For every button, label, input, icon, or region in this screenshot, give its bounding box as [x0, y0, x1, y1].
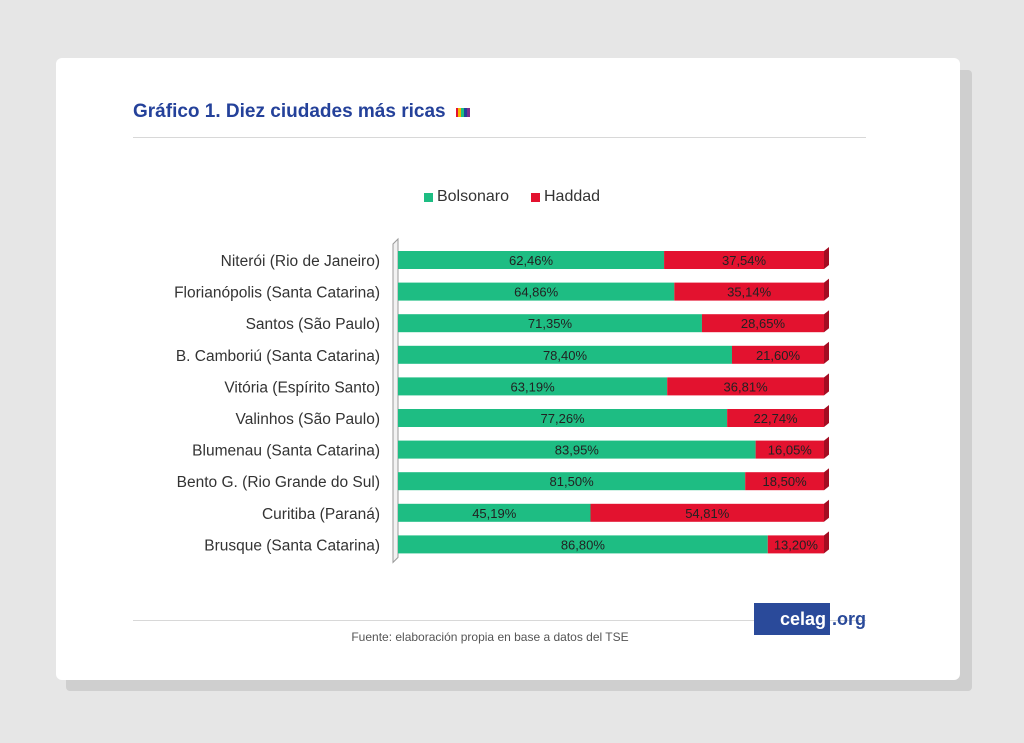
bar-bolsonaro-6 — [398, 440, 756, 459]
bar-bolsonaro-4 — [398, 377, 668, 396]
data-label-bolsonaro-8: 45,19% — [472, 506, 517, 521]
source-note: Fuente: elaboración propia en base a dat… — [351, 630, 629, 644]
bar-side-6 — [824, 436, 829, 459]
plot-left-wall — [392, 237, 399, 564]
data-label-haddad-3: 21,60% — [756, 348, 801, 363]
bar-bolsonaro-3 — [398, 345, 732, 364]
bar-side-5 — [824, 405, 829, 427]
legend-label-bolsonaro: Bolsonaro — [436, 188, 509, 205]
category-label-0: Niterói (Rio de Janeiro) — [221, 253, 380, 270]
bar-haddad-3 — [731, 345, 824, 364]
bar-haddad-6 — [755, 440, 824, 459]
data-label-bolsonaro-9: 86,80% — [561, 537, 606, 552]
bar-haddad-0 — [664, 251, 824, 269]
footer-divider — [133, 620, 866, 621]
bar-bolsonaro-2 — [398, 314, 702, 333]
bar-bolsonaro-7 — [398, 472, 746, 491]
bar-bolsonaro-9 — [398, 535, 768, 554]
data-label-bolsonaro-6: 83,95% — [555, 443, 600, 458]
data-label-haddad-1: 35,14% — [727, 285, 772, 300]
bar-haddad-4 — [667, 377, 824, 396]
data-label-haddad-8: 54,81% — [685, 506, 730, 521]
category-label-7: Bento G. (Rio Grande do Sul) — [177, 474, 380, 491]
data-label-bolsonaro-5: 77,26% — [541, 411, 586, 426]
bar-side-8 — [824, 499, 829, 522]
celag-logo: celag .org — [754, 603, 866, 635]
data-label-haddad-7: 18,50% — [763, 474, 808, 489]
bar-bolsonaro-1 — [398, 282, 675, 301]
chart-card — [56, 58, 960, 680]
chart-legend: Bolsonaro Haddad — [0, 188, 1024, 206]
bar-side-0 — [824, 247, 829, 269]
category-label-1: Florianópolis (Santa Catarina) — [174, 285, 380, 302]
legend-label-haddad: Haddad — [544, 188, 601, 205]
data-label-bolsonaro-7: 81,50% — [550, 474, 595, 489]
bar-bolsonaro-0 — [398, 251, 665, 269]
title-divider — [133, 137, 866, 138]
data-label-haddad-4: 36,81% — [724, 379, 769, 394]
bar-side-4 — [824, 373, 829, 396]
category-label-3: B. Camboriú (Santa Catarina) — [176, 348, 380, 365]
logo-main: celag — [754, 603, 831, 635]
data-label-bolsonaro-2: 71,35% — [528, 316, 573, 331]
bar-side-7 — [824, 468, 829, 491]
bar-bolsonaro-5 — [398, 409, 728, 427]
bar-side-9 — [824, 531, 829, 554]
category-label-8: Curitiba (Paraná) — [262, 506, 380, 523]
bar-haddad-8 — [590, 503, 824, 522]
bar-side-1 — [824, 278, 829, 301]
category-label-5: Valinhos (São Paulo) — [236, 411, 380, 428]
data-label-bolsonaro-4: 63,19% — [511, 379, 556, 394]
bar-side-2 — [824, 310, 829, 333]
bar-haddad-5 — [727, 409, 824, 427]
bar-haddad-9 — [767, 535, 824, 554]
data-label-haddad-0: 37,54% — [722, 253, 767, 268]
category-label-4: Vitória (Espírito Santo) — [224, 379, 380, 396]
data-label-bolsonaro-3: 78,40% — [543, 348, 588, 363]
chart-title: Gráfico 1. Diez ciudades más ricas — [133, 101, 446, 122]
legend-item-bolsonaro: Bolsonaro — [423, 188, 509, 206]
title-row: Gráfico 1. Diez ciudades más ricas — [133, 98, 470, 126]
bar-haddad-7 — [745, 472, 824, 491]
logo-suffix: .org — [832, 608, 867, 629]
data-label-bolsonaro-1: 64,86% — [514, 285, 559, 300]
data-label-haddad-6: 16,05% — [768, 443, 813, 458]
data-label-haddad-5: 22,74% — [754, 411, 799, 426]
bar-haddad-2 — [701, 314, 824, 333]
bar-side-3 — [824, 341, 829, 364]
data-label-bolsonaro-0: 62,46% — [509, 253, 554, 268]
category-label-6: Blumenau (Santa Catarina) — [192, 443, 380, 460]
flag-icon — [455, 107, 470, 117]
bar-haddad-1 — [674, 282, 824, 301]
data-label-haddad-9: 13,20% — [774, 537, 819, 552]
category-label-2: Santos (São Paulo) — [246, 316, 380, 333]
bar-bolsonaro-8 — [398, 503, 591, 522]
legend-swatch-haddad — [531, 192, 540, 202]
legend-swatch-bolsonaro — [423, 192, 433, 202]
legend-item-haddad: Haddad — [531, 188, 600, 206]
category-label-9: Brusque (Santa Catarina) — [204, 537, 380, 554]
data-label-haddad-2: 28,65% — [741, 316, 786, 331]
